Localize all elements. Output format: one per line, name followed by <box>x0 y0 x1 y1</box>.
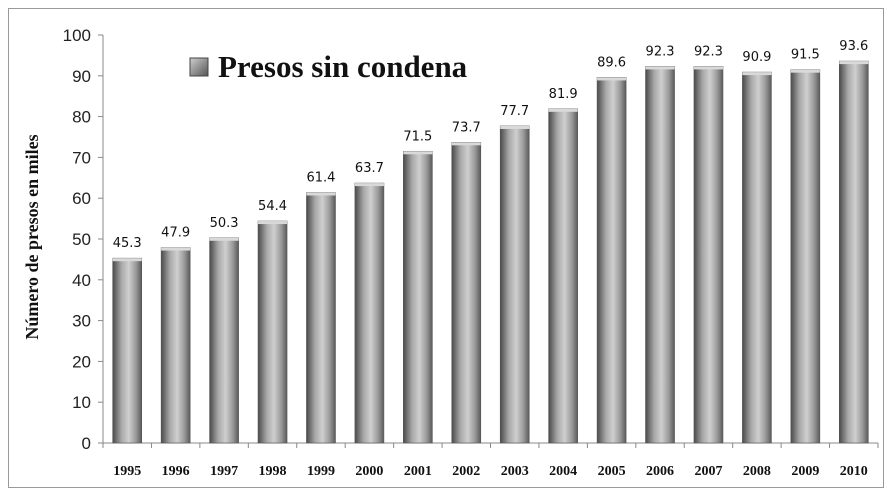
x-tick-label: 2001 <box>404 464 432 479</box>
bar <box>257 220 288 444</box>
data-label: 81.9 <box>549 87 578 102</box>
bar-top <box>548 108 578 112</box>
legend: Presos sin condena <box>189 49 468 84</box>
data-label: 47.9 <box>161 226 190 241</box>
data-label: 63.7 <box>355 161 384 176</box>
bars <box>112 60 869 444</box>
bar-top <box>451 142 481 146</box>
bar-top <box>742 72 772 76</box>
bar-top <box>597 77 627 81</box>
bar-top <box>209 237 239 241</box>
bar-top <box>354 183 384 187</box>
data-label: 50.3 <box>210 216 239 231</box>
bar <box>403 150 433 444</box>
bar <box>451 142 482 444</box>
bar-top <box>500 125 530 129</box>
data-label: 45.3 <box>113 236 142 251</box>
y-tick-label: 80 <box>72 108 91 127</box>
bar-top <box>403 151 433 155</box>
bar <box>112 257 143 444</box>
x-tick-labels: 1995 1996 1997 1998 1999 2000 2001 2002 2003 2004… <box>113 464 868 479</box>
bar-top <box>790 69 820 73</box>
legend-label: Presos sin condena <box>218 49 468 84</box>
x-tick-label: 1998 <box>259 464 287 479</box>
data-label: 92.3 <box>646 44 675 59</box>
bar-top <box>839 61 869 65</box>
bar-top <box>306 192 336 196</box>
bar-top <box>112 258 142 262</box>
data-label: 93.6 <box>839 39 868 54</box>
y-tick-label: 10 <box>72 393 91 412</box>
data-label: 89.6 <box>597 55 626 70</box>
data-label: 90.9 <box>742 50 771 65</box>
x-tick-label: 2010 <box>840 464 868 479</box>
bar <box>790 69 821 444</box>
bar <box>306 192 336 444</box>
bar <box>354 182 385 444</box>
data-label: 92.3 <box>694 44 723 59</box>
data-label: 73.7 <box>452 120 481 135</box>
x-tick-label: 1996 <box>162 464 190 479</box>
bar-top <box>645 66 675 70</box>
bar <box>548 108 578 444</box>
y-tick-label: 60 <box>72 189 91 208</box>
data-labels: 45.3 47.9 50.3 54.4 61.4 63.7 71.5 73.7 77.7 81.9… <box>113 39 869 251</box>
bar-top <box>258 221 288 225</box>
x-tick-label: 1997 <box>210 464 238 479</box>
y-tick-label: 100 <box>63 26 91 45</box>
bar <box>160 247 191 444</box>
x-tick-label: 2008 <box>743 464 771 479</box>
x-tick-label: 2004 <box>549 464 577 479</box>
bar-top <box>693 66 723 70</box>
x-tick-label: 1995 <box>113 464 141 479</box>
y-axis-label: Número de presos en miles <box>22 134 42 339</box>
y-tick-label: 90 <box>72 67 91 86</box>
bar <box>645 66 675 444</box>
data-label: 61.4 <box>306 170 335 185</box>
x-tick-label: 2006 <box>646 464 674 479</box>
data-label: 77.7 <box>500 104 529 119</box>
legend-swatch <box>189 57 209 77</box>
x-tick-label: 2002 <box>452 464 480 479</box>
y-tick-label: 70 <box>72 148 91 167</box>
bar <box>499 125 530 444</box>
bar-top <box>161 247 191 251</box>
data-label: 54.4 <box>258 199 287 214</box>
x-tick-label: 2003 <box>501 464 529 479</box>
bar <box>742 71 772 444</box>
y-tick-label: 40 <box>72 271 91 290</box>
bar <box>209 237 239 444</box>
y-tick-label: 50 <box>72 230 91 249</box>
chart-frame <box>8 8 884 488</box>
bar <box>693 66 724 444</box>
y-tick-labels: 0 10 20 30 40 50 60 70 80 90 100 <box>63 26 91 453</box>
x-tick-label: 2005 <box>598 464 626 479</box>
y-tick-label: 0 <box>82 434 91 453</box>
y-tick-label: 20 <box>72 352 91 371</box>
bar <box>596 77 627 444</box>
data-label: 91.5 <box>791 48 820 63</box>
bar <box>838 60 869 444</box>
x-tick-label: 1999 <box>307 464 335 479</box>
x-tick-label: 2000 <box>355 464 383 479</box>
x-tick-label: 2007 <box>694 464 722 479</box>
y-tick-label: 30 <box>72 312 91 331</box>
x-tick-label: 2009 <box>791 464 819 479</box>
data-label: 71.5 <box>403 129 432 144</box>
